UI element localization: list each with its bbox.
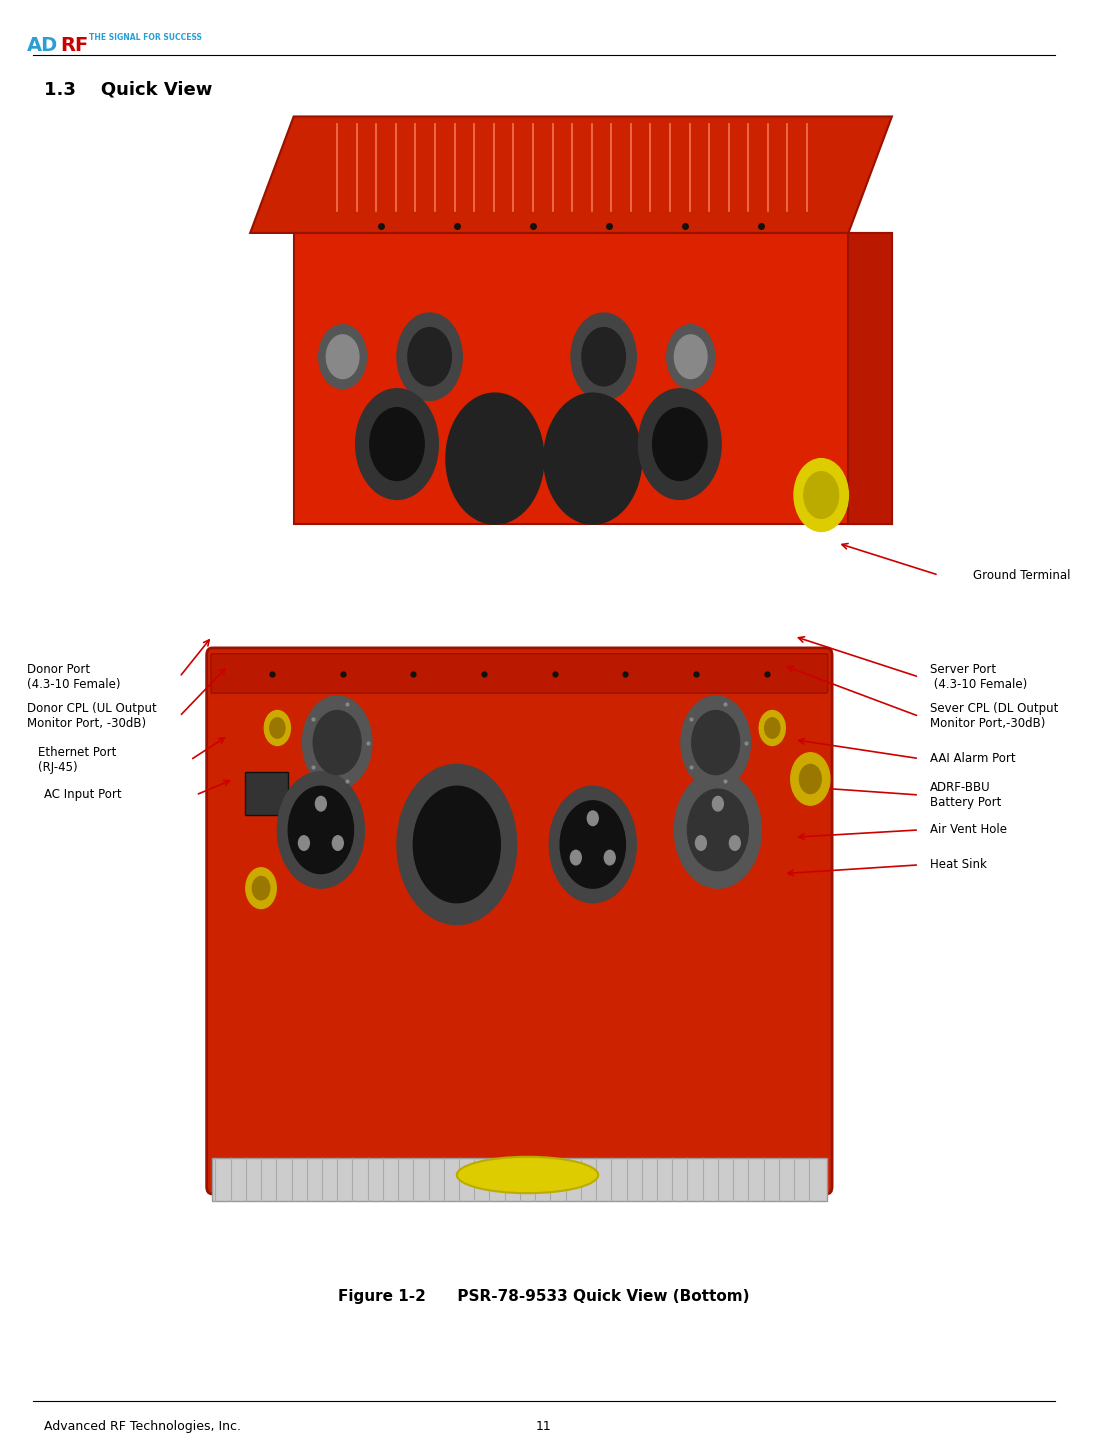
FancyBboxPatch shape (212, 654, 827, 693)
Polygon shape (250, 116, 892, 233)
Text: 1.3    Quick View: 1.3 Quick View (44, 80, 212, 98)
Text: Donor CPL (UL Output
Monitor Port, -30dB): Donor CPL (UL Output Monitor Port, -30dB… (27, 702, 157, 731)
Ellipse shape (457, 1156, 598, 1194)
Circle shape (298, 836, 309, 850)
Circle shape (327, 335, 358, 379)
Circle shape (408, 328, 452, 386)
Circle shape (571, 313, 637, 400)
Circle shape (252, 877, 270, 900)
Text: Donor Port
(4.3-10 Female): Donor Port (4.3-10 Female) (27, 662, 121, 692)
Text: Heat Sink: Heat Sink (931, 859, 986, 871)
Circle shape (549, 786, 637, 903)
Circle shape (803, 472, 838, 518)
Text: AAI Alarm Port: AAI Alarm Port (931, 753, 1016, 764)
Circle shape (794, 459, 848, 531)
Circle shape (356, 389, 438, 499)
Text: AC Input Port: AC Input Port (44, 789, 122, 801)
Circle shape (313, 711, 361, 775)
Circle shape (639, 389, 721, 499)
Circle shape (730, 836, 740, 850)
Circle shape (560, 801, 626, 888)
Bar (213, 1158, 826, 1201)
Text: Air Vent Hole: Air Vent Hole (931, 824, 1007, 836)
Text: ADRF-BBU
Battery Port: ADRF-BBU Battery Port (931, 780, 1002, 810)
Bar (244, 772, 288, 815)
Polygon shape (848, 233, 892, 524)
Text: THE SIGNAL FOR SUCCESS: THE SIGNAL FOR SUCCESS (89, 33, 202, 42)
Circle shape (790, 753, 830, 805)
Circle shape (246, 868, 276, 909)
Text: Advanced RF Technologies, Inc.: Advanced RF Technologies, Inc. (44, 1420, 240, 1433)
Circle shape (760, 711, 786, 745)
Polygon shape (294, 233, 892, 524)
Text: Ground Terminal: Ground Terminal (973, 569, 1071, 581)
Circle shape (674, 772, 762, 888)
Circle shape (765, 718, 780, 738)
Text: AD: AD (27, 36, 58, 55)
Circle shape (582, 328, 626, 386)
Circle shape (264, 711, 290, 745)
Circle shape (446, 393, 544, 524)
Circle shape (544, 393, 642, 524)
Circle shape (712, 796, 723, 811)
Circle shape (397, 313, 463, 400)
Circle shape (674, 335, 707, 379)
Circle shape (302, 696, 372, 789)
FancyBboxPatch shape (207, 648, 832, 1194)
Circle shape (413, 786, 501, 903)
Circle shape (692, 711, 740, 775)
Circle shape (277, 772, 364, 888)
Circle shape (652, 408, 707, 480)
Circle shape (687, 789, 749, 871)
Text: RF: RF (60, 36, 88, 55)
Circle shape (316, 796, 327, 811)
Circle shape (604, 850, 615, 865)
Circle shape (799, 764, 821, 794)
Circle shape (288, 786, 354, 874)
Circle shape (319, 325, 366, 389)
Text: Ethernet Port
(RJ-45): Ethernet Port (RJ-45) (38, 745, 116, 775)
Text: Sever CPL (DL Output
Monitor Port,-30dB): Sever CPL (DL Output Monitor Port,-30dB) (931, 702, 1059, 731)
Circle shape (270, 718, 285, 738)
Text: 11: 11 (536, 1420, 551, 1433)
Circle shape (666, 325, 715, 389)
Circle shape (681, 696, 751, 789)
Circle shape (369, 408, 424, 480)
Text: Figure 1-2      PSR-78-9533 Quick View (Bottom): Figure 1-2 PSR-78-9533 Quick View (Botto… (338, 1289, 750, 1303)
Text: Server Port
 (4.3-10 Female): Server Port (4.3-10 Female) (931, 662, 1027, 692)
Circle shape (397, 764, 516, 925)
Circle shape (570, 850, 581, 865)
Circle shape (587, 811, 598, 826)
Circle shape (696, 836, 706, 850)
Circle shape (332, 836, 343, 850)
